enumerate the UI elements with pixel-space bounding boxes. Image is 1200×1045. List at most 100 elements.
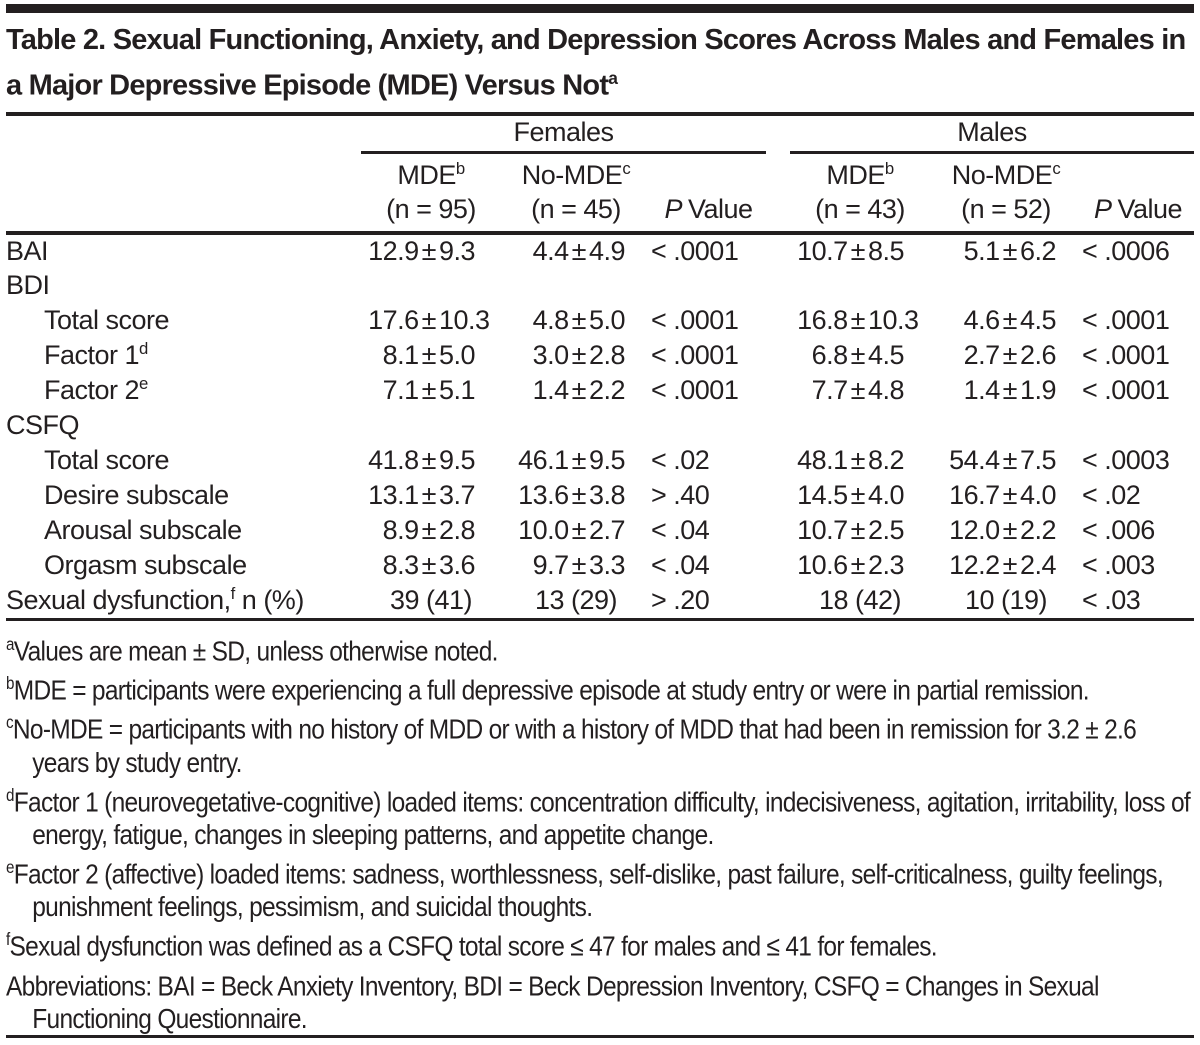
col-males-mde: MDEb bbox=[790, 153, 930, 192]
footnote-marker: d bbox=[139, 339, 148, 359]
row-label: BAI bbox=[6, 235, 49, 266]
mean-sd-value: 46.1 ±9.5 bbox=[518, 444, 626, 475]
mean-sd-cell: 13.6 ±3.8 bbox=[501, 478, 651, 513]
p-value-cell: < .0001 bbox=[651, 235, 739, 266]
mean-sd-cell: 7.7 ±4.8 bbox=[790, 373, 930, 408]
footnote-marker: c bbox=[622, 158, 631, 178]
section-row: BDI bbox=[6, 268, 1194, 303]
row-label: CSFQ bbox=[6, 409, 80, 440]
body-bottom-rule bbox=[6, 617, 1194, 621]
group-males: Males bbox=[790, 115, 1195, 155]
mean-sd-cell: 10.7 ±2.5 bbox=[790, 513, 930, 548]
mean-sd-cell: 48.1 ±8.2 bbox=[790, 443, 930, 478]
empty-cell bbox=[501, 268, 651, 303]
p-value-cell: < .04 bbox=[651, 549, 710, 580]
count-value-cell: 13 (29) bbox=[534, 584, 618, 615]
p-value-cell: < .006 bbox=[1082, 514, 1155, 545]
p-value-cell: < .0001 bbox=[1082, 304, 1170, 335]
mean-sd-cell: 14.5 ±4.0 bbox=[790, 478, 930, 513]
table-title: Table 2. Sexual Functioning, Anxiety, an… bbox=[6, 21, 1190, 105]
col-females-mde: MDEb bbox=[361, 153, 501, 192]
empty-cell bbox=[651, 153, 766, 192]
footnote-c: cNo-MDE = participants with no history o… bbox=[6, 706, 1194, 778]
footnote-d: dFactor 1 (neurovegetative-cognitive) lo… bbox=[6, 779, 1194, 851]
column-gap bbox=[766, 513, 790, 548]
footnote-text: MDE = participants were experiencing a f… bbox=[13, 674, 1090, 706]
p-value-cell: < .04 bbox=[651, 514, 710, 545]
mean-sd-value: 5.1 ±6.2 bbox=[963, 235, 1057, 266]
mean-sd-cell: 46.1 ±9.5 bbox=[501, 443, 651, 478]
empty-cell bbox=[651, 408, 766, 443]
column-gap bbox=[766, 233, 790, 268]
col-males-p-value: P Value bbox=[1082, 191, 1195, 235]
col-females-no-mde-n: (n = 45) bbox=[501, 191, 651, 235]
empty-cell bbox=[6, 191, 361, 235]
p-value-cell: < .0001 bbox=[651, 374, 739, 405]
mean-sd-value: 10.0 ±2.7 bbox=[518, 514, 626, 545]
p-value-cell: < .0001 bbox=[651, 304, 739, 335]
footnotes: aValues are mean ± SD, unless otherwise … bbox=[6, 628, 1194, 1035]
mean-sd-cell: 10.0 ±2.7 bbox=[501, 513, 651, 548]
mean-sd-value: 13.1 ±3.7 bbox=[368, 479, 476, 510]
empty-cell bbox=[501, 408, 651, 443]
footnote-marker: e bbox=[139, 374, 148, 394]
row-label: Desire subscale bbox=[44, 479, 229, 510]
mean-sd-value: 41.8 ±9.5 bbox=[368, 444, 476, 475]
column-gap bbox=[766, 408, 790, 443]
empty-cell bbox=[930, 408, 1082, 443]
footnote-marker: e bbox=[6, 856, 14, 877]
footnote-marker: a bbox=[6, 633, 14, 654]
mean-sd-cell: 12.9 ±9.3 bbox=[361, 233, 501, 268]
empty-cell bbox=[930, 268, 1082, 303]
mean-sd-cell: 9.7 ±3.3 bbox=[501, 548, 651, 583]
table-header: Females Males MDEb No-MDEc MDEb No-MDEc … bbox=[6, 115, 1195, 235]
table-row: Factor 2e 7.1 ±5.1 1.4 ±2.2 < .0001 7.7 ±4.8 1.4… bbox=[6, 373, 1194, 408]
footnote-e: eFactor 2 (affective) loaded items: sadn… bbox=[6, 851, 1194, 923]
footnote-marker: b bbox=[884, 158, 894, 178]
section-row: CSFQ bbox=[6, 408, 1194, 443]
table-row: Total score 17.6 ±10.3 4.8 ±5.0 < .0001 16.8 ±1… bbox=[6, 303, 1194, 338]
empty-cell bbox=[1082, 153, 1194, 192]
row-label: Total score bbox=[44, 444, 170, 475]
table-row: BAI 12.9 ±9.3 4.4 ±4.9 < .0001 10.7 ±8.5 5.1 ±6.2… bbox=[6, 233, 1194, 268]
mean-sd-cell: 8.3 ±3.6 bbox=[361, 548, 501, 583]
column-gap bbox=[766, 548, 790, 583]
p-symbol: P bbox=[664, 193, 682, 224]
group-header-row: Females Males bbox=[6, 115, 1195, 155]
mean-sd-value: 8.3 ±3.6 bbox=[382, 549, 476, 580]
mean-sd-value: 2.7 ±2.6 bbox=[963, 339, 1057, 370]
footnote-marker: b bbox=[6, 672, 14, 693]
row-label: Orgasm subscale bbox=[44, 549, 247, 580]
table-title-text: Table 2. Sexual Functioning, Anxiety, an… bbox=[6, 24, 1186, 102]
col-label: MDE bbox=[826, 159, 885, 190]
mean-sd-value: 7.1 ±5.1 bbox=[382, 374, 476, 405]
mean-sd-value: 54.4 ±7.5 bbox=[949, 444, 1057, 475]
row-label: Total score bbox=[44, 304, 170, 335]
mean-sd-value: 17.6 ±10.3 bbox=[368, 304, 490, 335]
top-rule bbox=[6, 4, 1194, 13]
col-females-p-value: P Value bbox=[651, 191, 766, 235]
table-row: Arousal subscale 8.9 ±2.8 10.0 ±2.7 < .04 10.7… bbox=[6, 513, 1194, 548]
mean-sd-value: 13.6 ±3.8 bbox=[518, 479, 626, 510]
table-row: Orgasm subscale 8.3 ±3.6 9.7 ±3.3 < .04 10.6 ±2… bbox=[6, 548, 1194, 583]
mean-sd-value: 7.7 ±4.8 bbox=[811, 374, 905, 405]
mean-sd-value: 48.1 ±8.2 bbox=[797, 444, 905, 475]
column-gap bbox=[766, 338, 790, 373]
mean-sd-cell: 6.8 ±4.5 bbox=[790, 338, 930, 373]
mean-sd-value: 8.9 ±2.8 bbox=[382, 514, 476, 545]
column-gap bbox=[766, 303, 790, 338]
empty-cell bbox=[790, 408, 930, 443]
mean-sd-cell: 4.4 ±4.9 bbox=[501, 233, 651, 268]
column-gap bbox=[766, 268, 790, 303]
mean-sd-value: 16.7 ±4.0 bbox=[949, 479, 1057, 510]
mean-sd-cell: 2.7 ±2.6 bbox=[930, 338, 1082, 373]
mean-sd-cell: 16.7 ±4.0 bbox=[930, 478, 1082, 513]
table-row: Total score 41.8 ±9.5 46.1 ±9.5 < .02 48.1 ±8.2… bbox=[6, 443, 1194, 478]
footnote-marker: b bbox=[455, 158, 465, 178]
mean-sd-value: 4.4 ±4.9 bbox=[532, 235, 626, 266]
mean-sd-cell: 13.1 ±3.7 bbox=[361, 478, 501, 513]
count-value-cell: 10 (19) bbox=[964, 584, 1048, 615]
p-value-cell: < .0003 bbox=[1082, 444, 1170, 475]
count-value-cell: 39 (41) bbox=[389, 584, 473, 615]
footnote-text: Factor 1 (neurovegetative-cognitive) loa… bbox=[13, 785, 1191, 850]
